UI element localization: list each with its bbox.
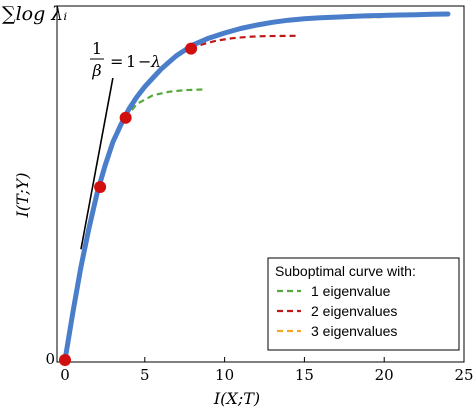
x-axis-ticks: 0 5 10 15 20 25	[60, 357, 474, 384]
tangent-line	[80, 77, 114, 250]
x-axis-label: I(X;T)	[213, 389, 260, 408]
critical-point	[94, 181, 107, 193]
y-origin-label: 0	[45, 350, 55, 368]
critical-point	[59, 354, 71, 366]
legend-entry-label: 2 eigenvalues	[311, 303, 397, 319]
y-axis-label: I(T;Y)	[13, 173, 32, 219]
suboptimal-curve	[190, 34, 299, 50]
svg-text:1: 1	[126, 52, 136, 71]
svg-text:λ: λ	[150, 52, 161, 71]
legend-title: Suboptimal curve with:	[275, 263, 416, 279]
x-tick-label: 5	[140, 366, 150, 384]
x-tick-label: 20	[375, 366, 394, 384]
legend-box	[267, 257, 460, 351]
x-tick-label: 25	[454, 366, 473, 384]
svg-text:=: =	[110, 52, 123, 71]
tangent-annotation: 1 β = 1 − λ	[90, 39, 161, 80]
y-top-label: ∑log λᵢ	[2, 3, 67, 25]
legend-entry-label: 1 eigenvalue	[311, 283, 391, 299]
legend-items: 1 eigenvalue 2 eigenvalues 3 eigenvalues	[277, 283, 397, 339]
svg-text:1: 1	[92, 39, 102, 58]
critical-point	[185, 42, 198, 55]
critical-point	[119, 111, 132, 124]
x-tick-label: 0	[60, 366, 70, 384]
x-tick-label: 15	[295, 366, 314, 384]
x-tick-label: 10	[215, 366, 234, 384]
legend-entry-label: 3 eigenvalues	[311, 323, 397, 339]
legend: Suboptimal curve with: 1 eigenvalue 2 eig…	[267, 257, 460, 351]
svg-text:−: −	[138, 52, 151, 71]
critical-points	[59, 42, 198, 366]
svg-text:β: β	[91, 61, 101, 80]
suboptimal-curve	[124, 88, 206, 119]
plot-frame	[56, 5, 465, 363]
